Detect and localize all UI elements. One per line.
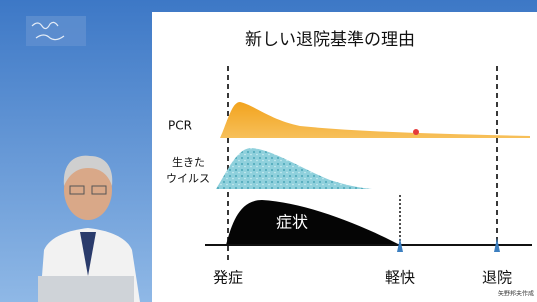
logo (26, 16, 86, 46)
pcr-dot (413, 129, 419, 135)
page: 新しい退院基準の理由 PCR 生きた ウイルス 症状 発症 軽快 退院 矢野邦夫… (0, 0, 537, 302)
relief-label: 軽快 (385, 269, 415, 287)
screenshot: 新しい退院基準の理由 PCR 生きた ウイルス 症状 発症 軽快 退院 矢野邦夫… (0, 0, 537, 302)
discharge-label: 退院 (482, 269, 512, 287)
onset-label: 発症 (213, 269, 243, 287)
credit: 矢野邦夫作成 (498, 290, 534, 298)
slide (152, 12, 537, 302)
symptom-label: 症状 (276, 213, 308, 232)
pcr-label: PCR (168, 119, 192, 133)
virus-label: ウイルス (166, 172, 210, 185)
virus-label: 生きた (172, 155, 205, 169)
slide-title: 新しい退院基準の理由 (245, 30, 415, 50)
